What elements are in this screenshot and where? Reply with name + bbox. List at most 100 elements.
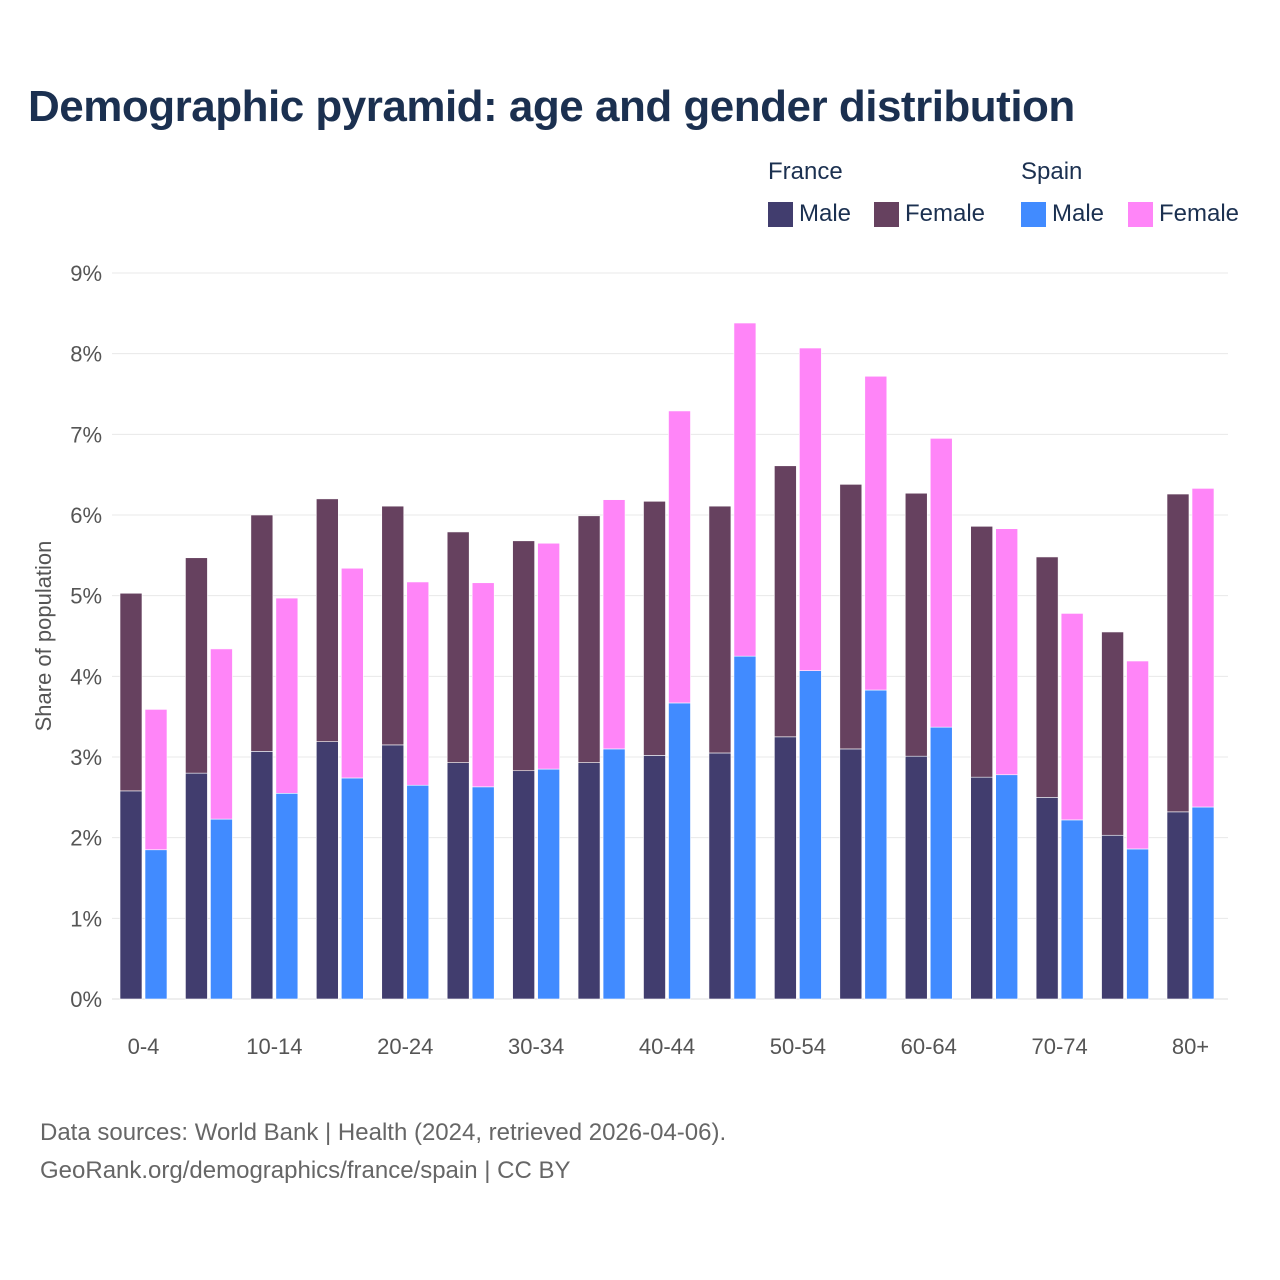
bar-spain-female-55-59[interactable]: [864, 375, 888, 691]
chart-plot: 0% 1% 2% 3% 4% 5% 6% 7% 8% 9% 0-4 10-14 20-24 30-34 4…: [31, 261, 1228, 1059]
bar-france-male-35-39[interactable]: [577, 762, 601, 1000]
bar-france-male-10-14[interactable]: [250, 751, 274, 1000]
y-tick-label: 1%: [70, 906, 102, 931]
bar-france-female-65-69[interactable]: [970, 525, 993, 778]
bar-france-female-5-9[interactable]: [185, 557, 208, 774]
bar-france-male-60-64[interactable]: [904, 755, 928, 1000]
bar-spain-female-35-39[interactable]: [602, 499, 626, 750]
y-tick-label: 5%: [70, 584, 102, 609]
bar-france-female-70-74[interactable]: [1035, 556, 1059, 798]
bar-spain-female-60-64[interactable]: [929, 438, 953, 728]
x-tick-label: 20-24: [377, 1034, 433, 1059]
bar-spain-male-45-49[interactable]: [733, 655, 757, 1000]
bar-spain-male-65-69[interactable]: [995, 774, 1018, 1000]
bar-france-male-25-29[interactable]: [446, 762, 470, 1000]
bar-france-female-15-19[interactable]: [316, 498, 339, 742]
legend-france-female[interactable]: Female: [874, 200, 985, 228]
y-tick-label: 8%: [70, 342, 102, 367]
bar-spain-female-0-4[interactable]: [144, 709, 168, 851]
bar-france-female-40-44[interactable]: [643, 500, 666, 756]
bar-france-male-0-4[interactable]: [119, 790, 143, 1000]
bar-france-female-35-39[interactable]: [577, 515, 601, 763]
bar-france-male-40-44[interactable]: [643, 755, 666, 1000]
bar-spain-female-25-29[interactable]: [471, 582, 495, 788]
source-line-1: Data sources: World Bank | Health (2024,…: [40, 1119, 727, 1146]
legend-spain-male[interactable]: Male: [1021, 200, 1104, 228]
bar-spain-male-55-59[interactable]: [864, 689, 888, 1000]
legend-france-male[interactable]: Male: [768, 200, 851, 228]
bar-spain-female-45-49[interactable]: [733, 322, 757, 657]
legend-label: Female: [905, 200, 986, 227]
bar-spain-female-70-74[interactable]: [1060, 613, 1084, 821]
bar-france-female-25-29[interactable]: [446, 531, 470, 763]
bar-spain-male-35-39[interactable]: [602, 748, 626, 1000]
x-tick-label: 50-54: [770, 1034, 826, 1059]
bar-france-male-20-24[interactable]: [381, 744, 405, 1000]
bar-spain-male-0-4[interactable]: [144, 849, 168, 1000]
x-tick-label: 0-4: [128, 1034, 160, 1059]
bar-france-female-80+[interactable]: [1166, 493, 1190, 813]
bar-france-female-0-4[interactable]: [119, 592, 143, 792]
bar-spain-male-60-64[interactable]: [929, 726, 953, 1000]
bar-spain-male-50-54[interactable]: [799, 670, 822, 1000]
bar-spain-male-30-34[interactable]: [537, 768, 560, 1000]
bar-france-female-50-54[interactable]: [774, 465, 797, 738]
bar-spain-female-65-69[interactable]: [995, 528, 1018, 776]
legend-swatch: [768, 201, 793, 227]
y-tick-label: 7%: [70, 422, 102, 447]
bar-france-male-50-54[interactable]: [774, 736, 797, 1000]
bar-spain-female-5-9[interactable]: [210, 648, 233, 820]
bar-spain-male-20-24[interactable]: [406, 784, 430, 1000]
bar-france-male-55-59[interactable]: [839, 748, 863, 1000]
bar-spain-male-75-79[interactable]: [1126, 848, 1149, 1000]
bar-spain-female-15-19[interactable]: [341, 567, 364, 779]
bar-spain-male-10-14[interactable]: [275, 792, 299, 1000]
x-tick-label: 80+: [1172, 1034, 1209, 1059]
y-tick-label: 4%: [70, 664, 102, 689]
x-tick-label: 60-64: [901, 1034, 957, 1059]
y-tick-label: 3%: [70, 745, 102, 770]
bar-france-male-45-49[interactable]: [708, 752, 732, 1000]
bar-spain-female-20-24[interactable]: [406, 581, 430, 786]
bar-france-female-20-24[interactable]: [381, 505, 405, 746]
bar-france-male-80+[interactable]: [1166, 811, 1190, 1000]
bar-spain-male-80+[interactable]: [1191, 806, 1215, 1000]
bar-france-male-65-69[interactable]: [970, 776, 993, 1000]
bar-france-female-75-79[interactable]: [1101, 631, 1124, 836]
legend-swatch: [1128, 201, 1153, 227]
bar-spain-female-10-14[interactable]: [275, 597, 299, 794]
bar-spain-female-30-34[interactable]: [537, 542, 560, 770]
bar-spain-female-50-54[interactable]: [799, 347, 822, 671]
legend-spain-female[interactable]: Female: [1128, 200, 1239, 228]
bar-france-female-55-59[interactable]: [839, 484, 863, 750]
bar-france-male-30-34[interactable]: [512, 770, 535, 1000]
bar-france-female-10-14[interactable]: [250, 514, 274, 752]
bar-spain-male-5-9[interactable]: [210, 818, 233, 1000]
source-note: Data sources: World Bank | Health (2024,…: [40, 1114, 726, 1190]
y-tick-label: 2%: [70, 826, 102, 851]
bar-spain-male-40-44[interactable]: [668, 702, 691, 1000]
legend-group-france: France: [768, 158, 843, 185]
x-tick-label: 30-34: [508, 1034, 564, 1059]
bar-france-female-45-49[interactable]: [708, 505, 732, 754]
bar-spain-male-15-19[interactable]: [341, 777, 364, 1000]
legend-label: Male: [799, 200, 852, 227]
bar-spain-female-80+[interactable]: [1191, 488, 1215, 808]
bar-france-female-30-34[interactable]: [512, 540, 535, 772]
bar-france-male-70-74[interactable]: [1035, 797, 1059, 1000]
bar-spain-female-75-79[interactable]: [1126, 660, 1149, 850]
bar-spain-male-70-74[interactable]: [1060, 819, 1084, 1000]
x-tick-label: 70-74: [1031, 1034, 1087, 1059]
legend-label: Female: [1159, 200, 1240, 227]
bar-spain-female-40-44[interactable]: [668, 410, 691, 704]
bar-france-female-60-64[interactable]: [904, 492, 928, 757]
bar-france-male-5-9[interactable]: [185, 772, 208, 1000]
y-axis-label: Share of population: [31, 541, 56, 732]
bar-france-male-15-19[interactable]: [316, 741, 339, 1000]
source-line-2[interactable]: GeoRank.org/demographics/france/spain | …: [40, 1157, 571, 1184]
bar-france-male-75-79[interactable]: [1101, 834, 1124, 1000]
y-tick-label: 6%: [70, 503, 102, 528]
chart-title: Demographic pyramid: age and gender dist…: [28, 82, 1075, 131]
bar-spain-male-25-29[interactable]: [471, 786, 495, 1000]
legend-swatch: [874, 201, 899, 227]
